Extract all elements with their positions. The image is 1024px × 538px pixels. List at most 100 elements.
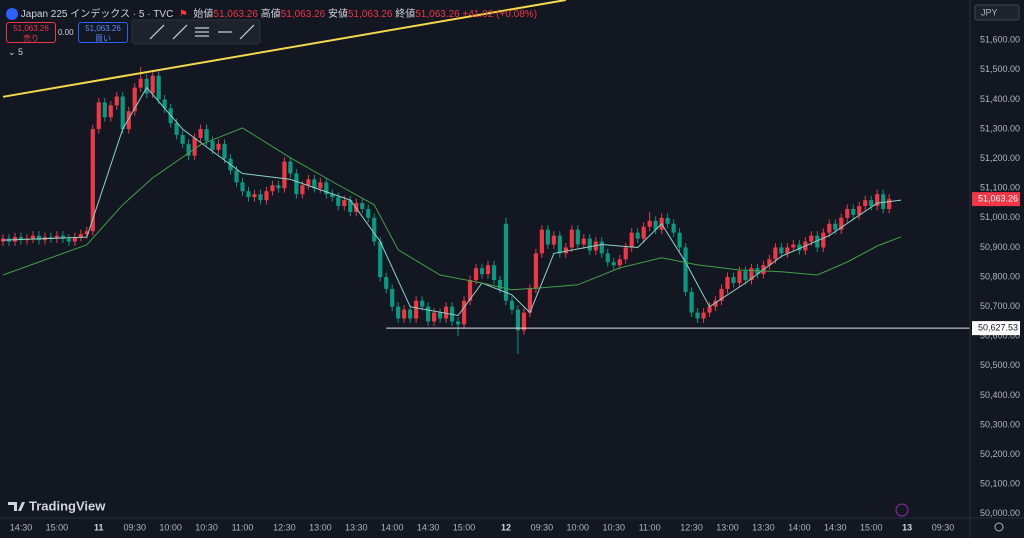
y-tick-label: 51,400.00 (980, 94, 1020, 104)
candle-body (276, 185, 281, 189)
candle-body (18, 237, 24, 241)
candle-body (426, 306, 431, 322)
y-tick-label: 51,600.00 (980, 35, 1020, 45)
x-tick-label: 13 (902, 522, 912, 532)
candle-body (857, 206, 862, 215)
x-tick-label: 10:30 (195, 522, 218, 532)
candle-body (743, 271, 748, 281)
candle-body (288, 161, 293, 174)
candle-body (719, 288, 724, 301)
ohlc-label: 始値 (193, 9, 214, 20)
y-tick-label: 50,800.00 (980, 271, 1020, 281)
candle-body (318, 182, 323, 189)
candle-body (533, 253, 538, 289)
candle-body (300, 185, 305, 195)
candle-body (833, 223, 838, 230)
candle-body (432, 312, 437, 322)
candle-body (396, 306, 401, 319)
candle-body (30, 235, 36, 239)
candle-body (713, 300, 718, 307)
change: +41.02 (+0.08%) (462, 9, 538, 20)
candle-body (306, 179, 311, 186)
candle-body (623, 247, 628, 260)
candle-body (575, 229, 580, 245)
candle-body (90, 129, 95, 232)
flag[interactable]: ⚑ (178, 9, 188, 20)
logo: TradingView (8, 498, 106, 513)
candle-body (767, 259, 772, 266)
candle-body (779, 247, 784, 254)
moving-average (2, 86, 902, 317)
settings-icon[interactable] (994, 522, 1004, 532)
hline-label-box (972, 321, 1020, 336)
candle-body (60, 235, 65, 239)
y-tick-label: 50,200.00 (980, 449, 1020, 459)
candle-body (695, 312, 700, 319)
axes: 50,000.00 50,100.00 50,200.00 50,300.00 50,4… (10, 35, 1020, 533)
x-tick-label: 11:00 (232, 522, 254, 532)
candle-body (336, 197, 341, 207)
candle-body (665, 217, 670, 224)
candle-body (198, 129, 203, 138)
currency-box[interactable] (974, 4, 1020, 21)
candle-body (162, 99, 167, 109)
candle-body (509, 300, 515, 310)
candle-body (887, 199, 892, 209)
x-tick-label: 15:00 (453, 522, 476, 532)
sell-button[interactable]: 51,063.26 売り (6, 22, 56, 43)
candle-body (378, 241, 383, 278)
candle-body (282, 161, 287, 189)
ohlc-value: 51,063.26 (280, 9, 326, 20)
x-tick-label: 13:00 (716, 522, 739, 532)
trendline (2, 0, 566, 98)
candle-body (569, 229, 574, 248)
y-tick-label: 51,500.00 (980, 64, 1020, 74)
x-tick-label: 09:30 (123, 522, 146, 532)
x-tick-label: 09:30 (531, 522, 554, 532)
candle-body (186, 143, 191, 156)
candle-body (809, 235, 814, 242)
candle-body (204, 129, 209, 141)
toolbar[interactable] (131, 19, 261, 45)
y-tick-label: 51,200.00 (980, 153, 1020, 163)
x-tick-label: 13:30 (345, 522, 368, 532)
candle-body (863, 200, 868, 207)
candle-body (587, 238, 592, 251)
candle-body (312, 179, 317, 189)
replay-icon[interactable] (895, 503, 909, 517)
candle-body (72, 237, 77, 242)
candle-body (180, 134, 185, 144)
moving-average (2, 127, 902, 291)
candle-body (515, 309, 521, 331)
candle-body (875, 194, 880, 207)
candle-body (545, 229, 550, 245)
indicator-toggle[interactable]: ⌄ 5 (8, 47, 24, 57)
candle-body (192, 137, 197, 156)
candle-body (461, 300, 467, 325)
candle-body (390, 288, 395, 307)
candle-body (443, 306, 449, 319)
candle-body (78, 234, 83, 238)
candle-body (503, 223, 509, 301)
plot-area (0, 0, 970, 355)
candle-body (521, 312, 527, 331)
candle-body (671, 223, 676, 233)
x-tick-label: 12:30 (680, 522, 703, 532)
candle-body (366, 208, 371, 218)
y-tick-label: 50,700.00 (980, 301, 1020, 311)
x-tick-label: 13:30 (752, 522, 775, 532)
candle-body (252, 194, 257, 198)
candle-body (635, 232, 640, 239)
x-tick-label: 14:30 (10, 522, 33, 532)
candle-body (48, 237, 53, 239)
candle-body (641, 226, 646, 239)
candle-body (485, 265, 491, 275)
y-tick-label: 50,100.00 (980, 479, 1020, 489)
candle-body (108, 105, 113, 118)
candle-body (749, 268, 754, 281)
candle-body (360, 203, 365, 209)
buy-button[interactable]: 51,063.26 買い (78, 22, 128, 43)
candle-body (605, 253, 610, 263)
